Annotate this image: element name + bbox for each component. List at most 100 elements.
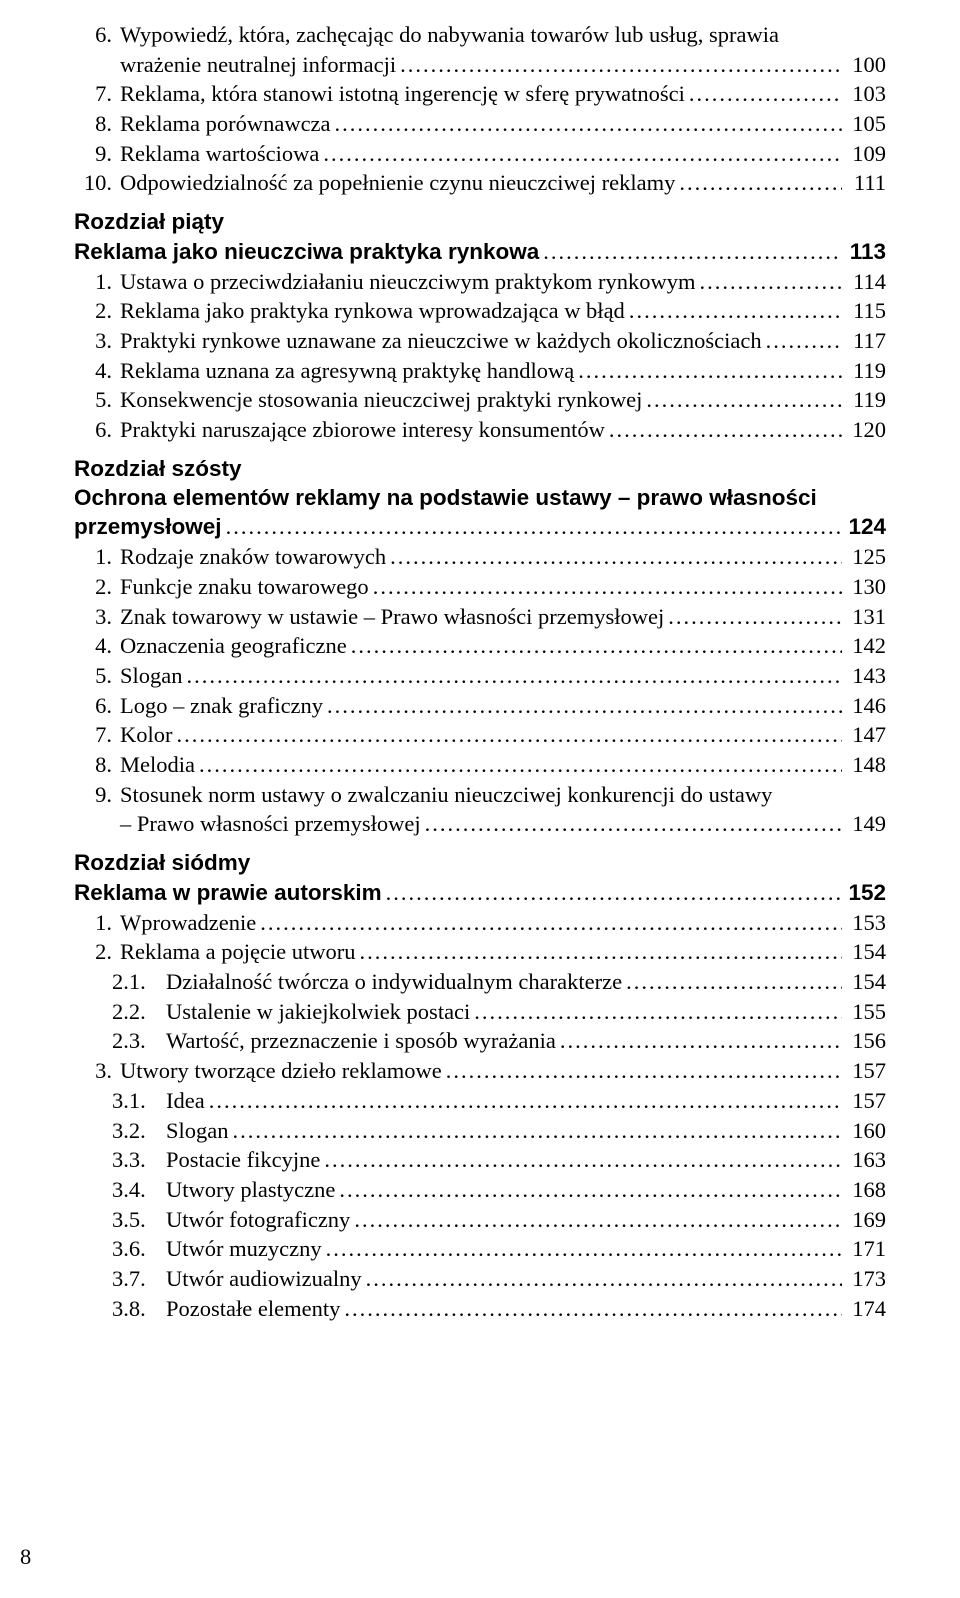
toc-text: Ustawa o przeciwdziałaniu nieuczciwym pr… <box>120 267 695 297</box>
leader-dots <box>386 542 842 572</box>
toc-text: Odpowiedzialność za popełnienie czynu ni… <box>120 168 675 198</box>
toc-page: 109 <box>842 139 886 169</box>
toc-text: Utwór muzyczny <box>166 1234 322 1264</box>
toc-row: 10. Odpowiedzialność za popełnienie czyn… <box>74 168 886 198</box>
toc-page: 174 <box>842 1294 886 1324</box>
toc-row: 1. Ustawa o przeciwdziałaniu nieuczciwym… <box>74 267 886 297</box>
toc-num: 2. <box>74 937 120 967</box>
leader-dots <box>195 750 842 780</box>
toc-text: Reklama wartościowa <box>120 139 319 169</box>
leader-dots <box>642 385 842 415</box>
toc-page: 115 <box>842 296 886 326</box>
toc-row: 5. Slogan 143 <box>74 661 886 691</box>
toc-num: 3.8. <box>112 1294 166 1324</box>
toc-text: Kolor <box>120 720 173 750</box>
toc-num: 2.3. <box>112 1026 166 1056</box>
toc-text: Funkcje znaku towarowego <box>120 572 369 602</box>
toc-row: 9. Reklama wartościowa 109 <box>74 139 886 169</box>
toc-text: Wypowiedź, która, zachęcając do nabywani… <box>120 20 779 50</box>
leader-dots <box>319 139 842 169</box>
toc-num: 8. <box>74 109 120 139</box>
leader-dots <box>340 1294 842 1324</box>
leader-dots <box>605 415 842 445</box>
toc-row: 6. Wypowiedź, która, zachęcając do nabyw… <box>74 20 886 50</box>
toc-page: 117 <box>842 326 886 356</box>
toc-row: 8. Reklama porównawcza 105 <box>74 109 886 139</box>
toc-row: 3.4. Utwory plastyczne 168 <box>74 1175 886 1205</box>
leader-dots <box>625 296 842 326</box>
toc-page: 119 <box>842 385 886 415</box>
toc-page: 124 <box>842 513 886 542</box>
toc-text: Rodzaje znaków towarowych <box>120 542 386 572</box>
toc-num: 1. <box>74 542 120 572</box>
toc-num: 3.2. <box>112 1116 166 1146</box>
toc-num: 10. <box>74 168 120 198</box>
toc-page: 143 <box>842 661 886 691</box>
toc-page: 120 <box>842 415 886 445</box>
toc-page: 173 <box>842 1264 886 1294</box>
toc-row: 3. Utwory tworzące dzieło reklamowe 157 <box>74 1056 886 1086</box>
toc-num: 2.1. <box>112 967 166 997</box>
toc-page: 130 <box>842 572 886 602</box>
footer-page-number: 8 <box>20 1544 31 1570</box>
toc-num: 1. <box>74 908 120 938</box>
toc-row: 3.1. Idea 157 <box>74 1086 886 1116</box>
toc-num: 5. <box>74 661 120 691</box>
toc-text: Idea <box>166 1086 205 1116</box>
toc-row: 5. Konsekwencje stosowania nieuczciwej p… <box>74 385 886 415</box>
toc-row: 7. Reklama, która stanowi istotną ingere… <box>74 79 886 109</box>
toc-row: 7. Kolor 147 <box>74 720 886 750</box>
toc-page: 152 <box>842 879 886 908</box>
toc-num: 8. <box>74 750 120 780</box>
toc-num: 3. <box>74 602 120 632</box>
toc-num: 3.5. <box>112 1205 166 1235</box>
chapter7-items: 1. Wprowadzenie 153 2. Reklama a pojęcie… <box>74 908 886 1324</box>
toc-text: Oznaczenia geograficzne <box>120 631 347 661</box>
leader-dots <box>442 1056 842 1086</box>
toc-row: 8. Melodia 148 <box>74 750 886 780</box>
leader-dots <box>350 1205 842 1235</box>
toc-row: 9. Stosunek norm ustawy o zwalczaniu nie… <box>74 780 886 810</box>
toc-row: 2. Reklama a pojęcie utworu 154 <box>74 937 886 967</box>
toc-page: 155 <box>842 997 886 1027</box>
page: 6. Wypowiedź, która, zachęcając do nabyw… <box>0 0 960 1598</box>
toc-row: 3.5. Utwór fotograficzny 169 <box>74 1205 886 1235</box>
leader-dots <box>695 267 842 297</box>
toc-continuation: 6. Wypowiedź, która, zachęcając do nabyw… <box>74 20 886 198</box>
toc-page: 125 <box>842 542 886 572</box>
toc-row: – Prawo własności przemysłowej 149 <box>74 809 886 839</box>
leader-dots <box>222 512 842 542</box>
toc-page: 103 <box>842 79 886 109</box>
chapter-title: Reklama jako nieuczciwa praktyka rynkowa <box>74 238 539 267</box>
toc-text: Ustalenie w jakiejkolwiek postaci <box>166 997 470 1027</box>
toc-page: 169 <box>842 1205 886 1235</box>
leader-dots <box>421 809 842 839</box>
leader-dots <box>685 79 842 109</box>
leader-dots <box>622 967 842 997</box>
toc-text: Slogan <box>166 1116 229 1146</box>
toc-text: Utwór audiowizualny <box>166 1264 362 1294</box>
toc-text: Stosunek norm ustawy o zwalczaniu nieucz… <box>120 780 772 810</box>
toc-text: Praktyki rynkowe uznawane za nieuczciwe … <box>120 326 762 356</box>
toc-page: 142 <box>842 631 886 661</box>
leader-dots <box>347 631 842 661</box>
toc-num: 2. <box>74 296 120 326</box>
toc-num: 1. <box>74 267 120 297</box>
leader-dots <box>205 1086 842 1116</box>
toc-page: 131 <box>842 602 886 632</box>
toc-row: 3.2. Slogan 160 <box>74 1116 886 1146</box>
toc-page: 157 <box>842 1056 886 1086</box>
toc-text: wrażenie neutralnej informacji <box>120 50 396 80</box>
chapter-title-row: Reklama jako nieuczciwa praktyka rynkowa… <box>74 237 886 267</box>
toc-page: 171 <box>842 1234 886 1264</box>
toc-text: Reklama porównawcza <box>120 109 331 139</box>
toc-num: 7. <box>74 79 120 109</box>
toc-page: 147 <box>842 720 886 750</box>
toc-page: 157 <box>842 1086 886 1116</box>
leader-dots <box>369 572 842 602</box>
leader-dots <box>762 326 842 356</box>
leader-dots <box>229 1116 842 1146</box>
leader-dots <box>323 691 842 721</box>
toc-row: 3.8. Pozostałe elementy 174 <box>74 1294 886 1324</box>
leader-dots <box>396 50 842 80</box>
